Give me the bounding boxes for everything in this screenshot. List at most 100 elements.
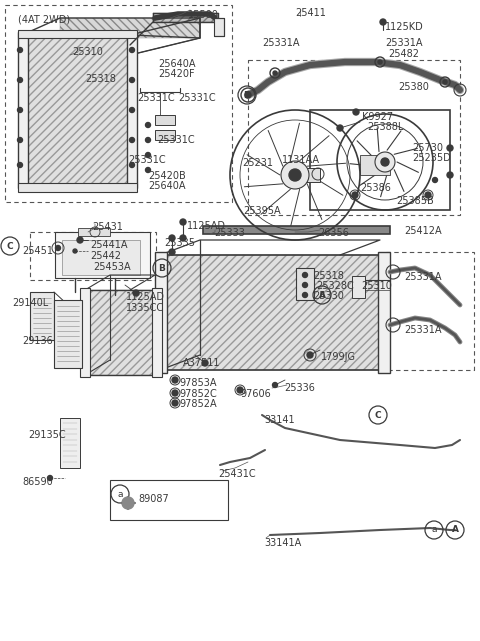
Text: 25420F: 25420F bbox=[158, 69, 194, 79]
Text: 86590: 86590 bbox=[22, 477, 53, 487]
Circle shape bbox=[17, 78, 23, 83]
Text: 25431: 25431 bbox=[92, 222, 123, 232]
Circle shape bbox=[273, 383, 277, 388]
Circle shape bbox=[307, 352, 313, 358]
Bar bbox=[60, 418, 80, 468]
Text: 25451: 25451 bbox=[22, 246, 53, 256]
Text: 25333: 25333 bbox=[214, 228, 245, 238]
Circle shape bbox=[337, 125, 343, 131]
Bar bbox=[60, 18, 200, 38]
Text: A37511: A37511 bbox=[183, 358, 220, 368]
Circle shape bbox=[17, 47, 23, 53]
Text: 25331C: 25331C bbox=[157, 135, 194, 145]
Text: 89087: 89087 bbox=[138, 494, 169, 504]
Text: 25331A: 25331A bbox=[262, 38, 300, 48]
Circle shape bbox=[145, 153, 151, 158]
Circle shape bbox=[172, 390, 178, 396]
Text: 29140L: 29140L bbox=[12, 298, 48, 308]
Bar bbox=[310, 110, 450, 210]
Circle shape bbox=[172, 377, 178, 383]
Text: 25385B: 25385B bbox=[396, 196, 434, 206]
Text: 25336: 25336 bbox=[284, 383, 315, 393]
Circle shape bbox=[381, 158, 389, 166]
Circle shape bbox=[352, 192, 358, 198]
Text: 25431C: 25431C bbox=[218, 469, 256, 479]
Text: 25318: 25318 bbox=[85, 74, 116, 84]
Text: 26356: 26356 bbox=[318, 228, 349, 238]
Text: 29135C: 29135C bbox=[28, 430, 66, 440]
Circle shape bbox=[447, 145, 453, 151]
Text: 25335: 25335 bbox=[164, 238, 195, 248]
Bar bbox=[302, 168, 320, 182]
Text: 25442: 25442 bbox=[90, 251, 121, 261]
Circle shape bbox=[48, 476, 52, 481]
Bar bbox=[18, 30, 137, 38]
Bar bbox=[78, 228, 110, 236]
Text: 25235D: 25235D bbox=[412, 153, 451, 163]
Bar bbox=[160, 255, 380, 370]
Bar bbox=[153, 13, 218, 22]
Text: 29136: 29136 bbox=[22, 336, 53, 346]
Bar bbox=[85, 290, 155, 375]
Bar bbox=[248, 60, 460, 215]
Bar bbox=[127, 32, 137, 188]
Text: K9927: K9927 bbox=[362, 112, 393, 122]
Circle shape bbox=[133, 290, 139, 296]
Circle shape bbox=[245, 92, 251, 98]
Bar bbox=[54, 300, 82, 368]
Text: 25331A: 25331A bbox=[404, 325, 442, 335]
Text: A: A bbox=[319, 290, 325, 299]
Circle shape bbox=[122, 497, 134, 509]
Text: 25386: 25386 bbox=[360, 183, 391, 193]
Text: 25395A: 25395A bbox=[243, 206, 281, 216]
Circle shape bbox=[130, 108, 134, 113]
Text: a: a bbox=[431, 526, 437, 535]
Circle shape bbox=[202, 360, 208, 366]
Circle shape bbox=[302, 283, 308, 288]
Text: 25318: 25318 bbox=[313, 271, 344, 281]
Text: 25328C: 25328C bbox=[316, 281, 354, 291]
Bar bbox=[155, 130, 175, 140]
Text: 25331C: 25331C bbox=[128, 155, 166, 165]
Circle shape bbox=[169, 235, 175, 241]
Text: 25640A: 25640A bbox=[158, 59, 195, 69]
Text: 25380: 25380 bbox=[398, 82, 429, 92]
Circle shape bbox=[380, 19, 386, 25]
Text: C: C bbox=[375, 410, 381, 419]
Text: 25482: 25482 bbox=[388, 49, 419, 59]
Text: 25411: 25411 bbox=[295, 8, 326, 18]
Bar bbox=[386, 252, 474, 370]
Text: 97852C: 97852C bbox=[179, 389, 217, 399]
Circle shape bbox=[302, 272, 308, 278]
Text: 25420B: 25420B bbox=[148, 171, 186, 181]
Circle shape bbox=[281, 161, 309, 189]
Circle shape bbox=[180, 219, 186, 225]
Text: B: B bbox=[243, 90, 251, 99]
Text: 25310: 25310 bbox=[72, 47, 103, 57]
Circle shape bbox=[130, 163, 134, 167]
Bar bbox=[22, 35, 130, 185]
Text: 25730: 25730 bbox=[412, 143, 443, 153]
Bar bbox=[18, 183, 137, 192]
Text: 15500: 15500 bbox=[188, 10, 219, 20]
Text: 1131AA: 1131AA bbox=[282, 155, 320, 165]
Circle shape bbox=[56, 246, 60, 251]
Circle shape bbox=[77, 237, 83, 243]
Circle shape bbox=[237, 387, 243, 393]
Bar bbox=[296, 268, 314, 300]
Circle shape bbox=[73, 249, 77, 253]
Bar bbox=[360, 155, 390, 175]
Text: 25331A: 25331A bbox=[404, 272, 442, 282]
Bar bbox=[214, 18, 224, 36]
Bar bbox=[62, 240, 140, 275]
Bar bbox=[55, 232, 150, 278]
Text: 25331C: 25331C bbox=[178, 93, 216, 103]
Bar bbox=[30, 232, 156, 280]
Text: 1125AD: 1125AD bbox=[187, 221, 226, 231]
Bar bbox=[155, 115, 175, 125]
Circle shape bbox=[145, 122, 151, 128]
Text: 97606: 97606 bbox=[240, 389, 271, 399]
Text: A: A bbox=[452, 526, 458, 535]
Circle shape bbox=[17, 108, 23, 113]
Bar bbox=[80, 288, 90, 377]
